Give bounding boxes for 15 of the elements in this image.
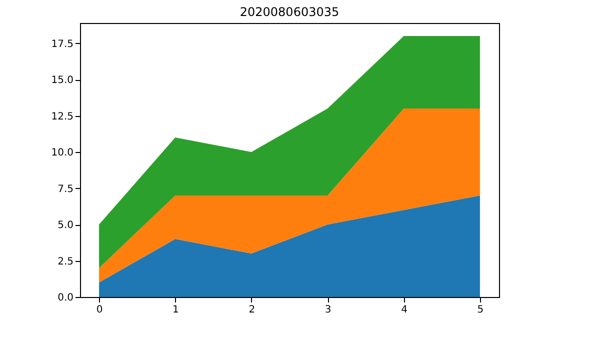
y-tick-label: 12.5 xyxy=(51,111,74,122)
x-tick-label: 3 xyxy=(324,304,332,316)
x-tick-label: 2 xyxy=(248,304,256,316)
y-tick-label: 7.5 xyxy=(58,184,74,195)
x-tick-label: 4 xyxy=(401,304,408,316)
y-tick-label: 5.0 xyxy=(58,220,74,232)
y-tick-label: 2.5 xyxy=(58,256,74,268)
x-tick-label: 0 xyxy=(96,304,103,316)
y-tick-label: 15.0 xyxy=(51,75,74,86)
x-tick-label: 5 xyxy=(477,304,484,316)
x-tick-label: 1 xyxy=(172,304,179,316)
y-tick-label: 17.5 xyxy=(51,38,74,50)
y-tick-label: 0.0 xyxy=(58,292,74,304)
chart-title: 2020080603035 xyxy=(240,5,340,19)
y-tick-label: 10.0 xyxy=(51,148,74,159)
